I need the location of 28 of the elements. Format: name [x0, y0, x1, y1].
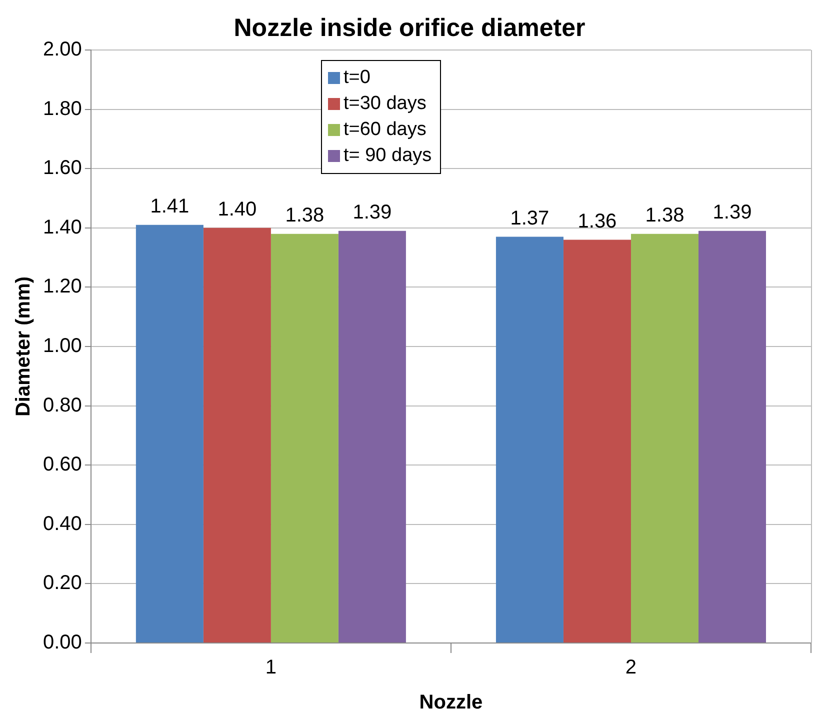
y-tick-label: 0.00 [42, 632, 82, 654]
data-label: 1.39 [712, 201, 752, 224]
y-tick-label: 1.80 [42, 98, 82, 120]
y-tick-label: 1.40 [42, 216, 82, 238]
x-axis-title: Nozzle [419, 692, 483, 714]
data-label: 1.38 [645, 204, 684, 226]
legend-label: t=60 days [343, 118, 426, 142]
y-tick-label: 1.20 [42, 276, 82, 298]
legend-label: t=0 [343, 66, 370, 90]
y-tick-label: 1.60 [42, 157, 82, 180]
data-label: 1.41 [150, 195, 190, 218]
data-label: 1.39 [352, 201, 392, 224]
y-axis-title: Diameter (mm) [12, 276, 35, 417]
y-tick-label: 0.40 [42, 512, 82, 535]
chart-title: Nozzle inside orifice diameter [234, 14, 586, 42]
y-tick-label: 0.20 [42, 572, 82, 594]
x-tick-label: 1 [265, 656, 277, 679]
legend-label: t=30 days [343, 92, 426, 116]
y-tick-label: 0.60 [42, 454, 82, 476]
legend-label: t= 90 days [343, 144, 432, 168]
data-label: 1.37 [510, 207, 550, 230]
y-tick-label: 0.80 [42, 394, 82, 416]
y-tick-label: 2.00 [42, 38, 82, 61]
data-label: 1.36 [578, 210, 617, 232]
data-label: 1.40 [218, 198, 257, 220]
y-tick-label: 1.00 [42, 335, 82, 358]
x-tick-label: 2 [625, 656, 637, 679]
data-label: 1.38 [285, 204, 324, 226]
